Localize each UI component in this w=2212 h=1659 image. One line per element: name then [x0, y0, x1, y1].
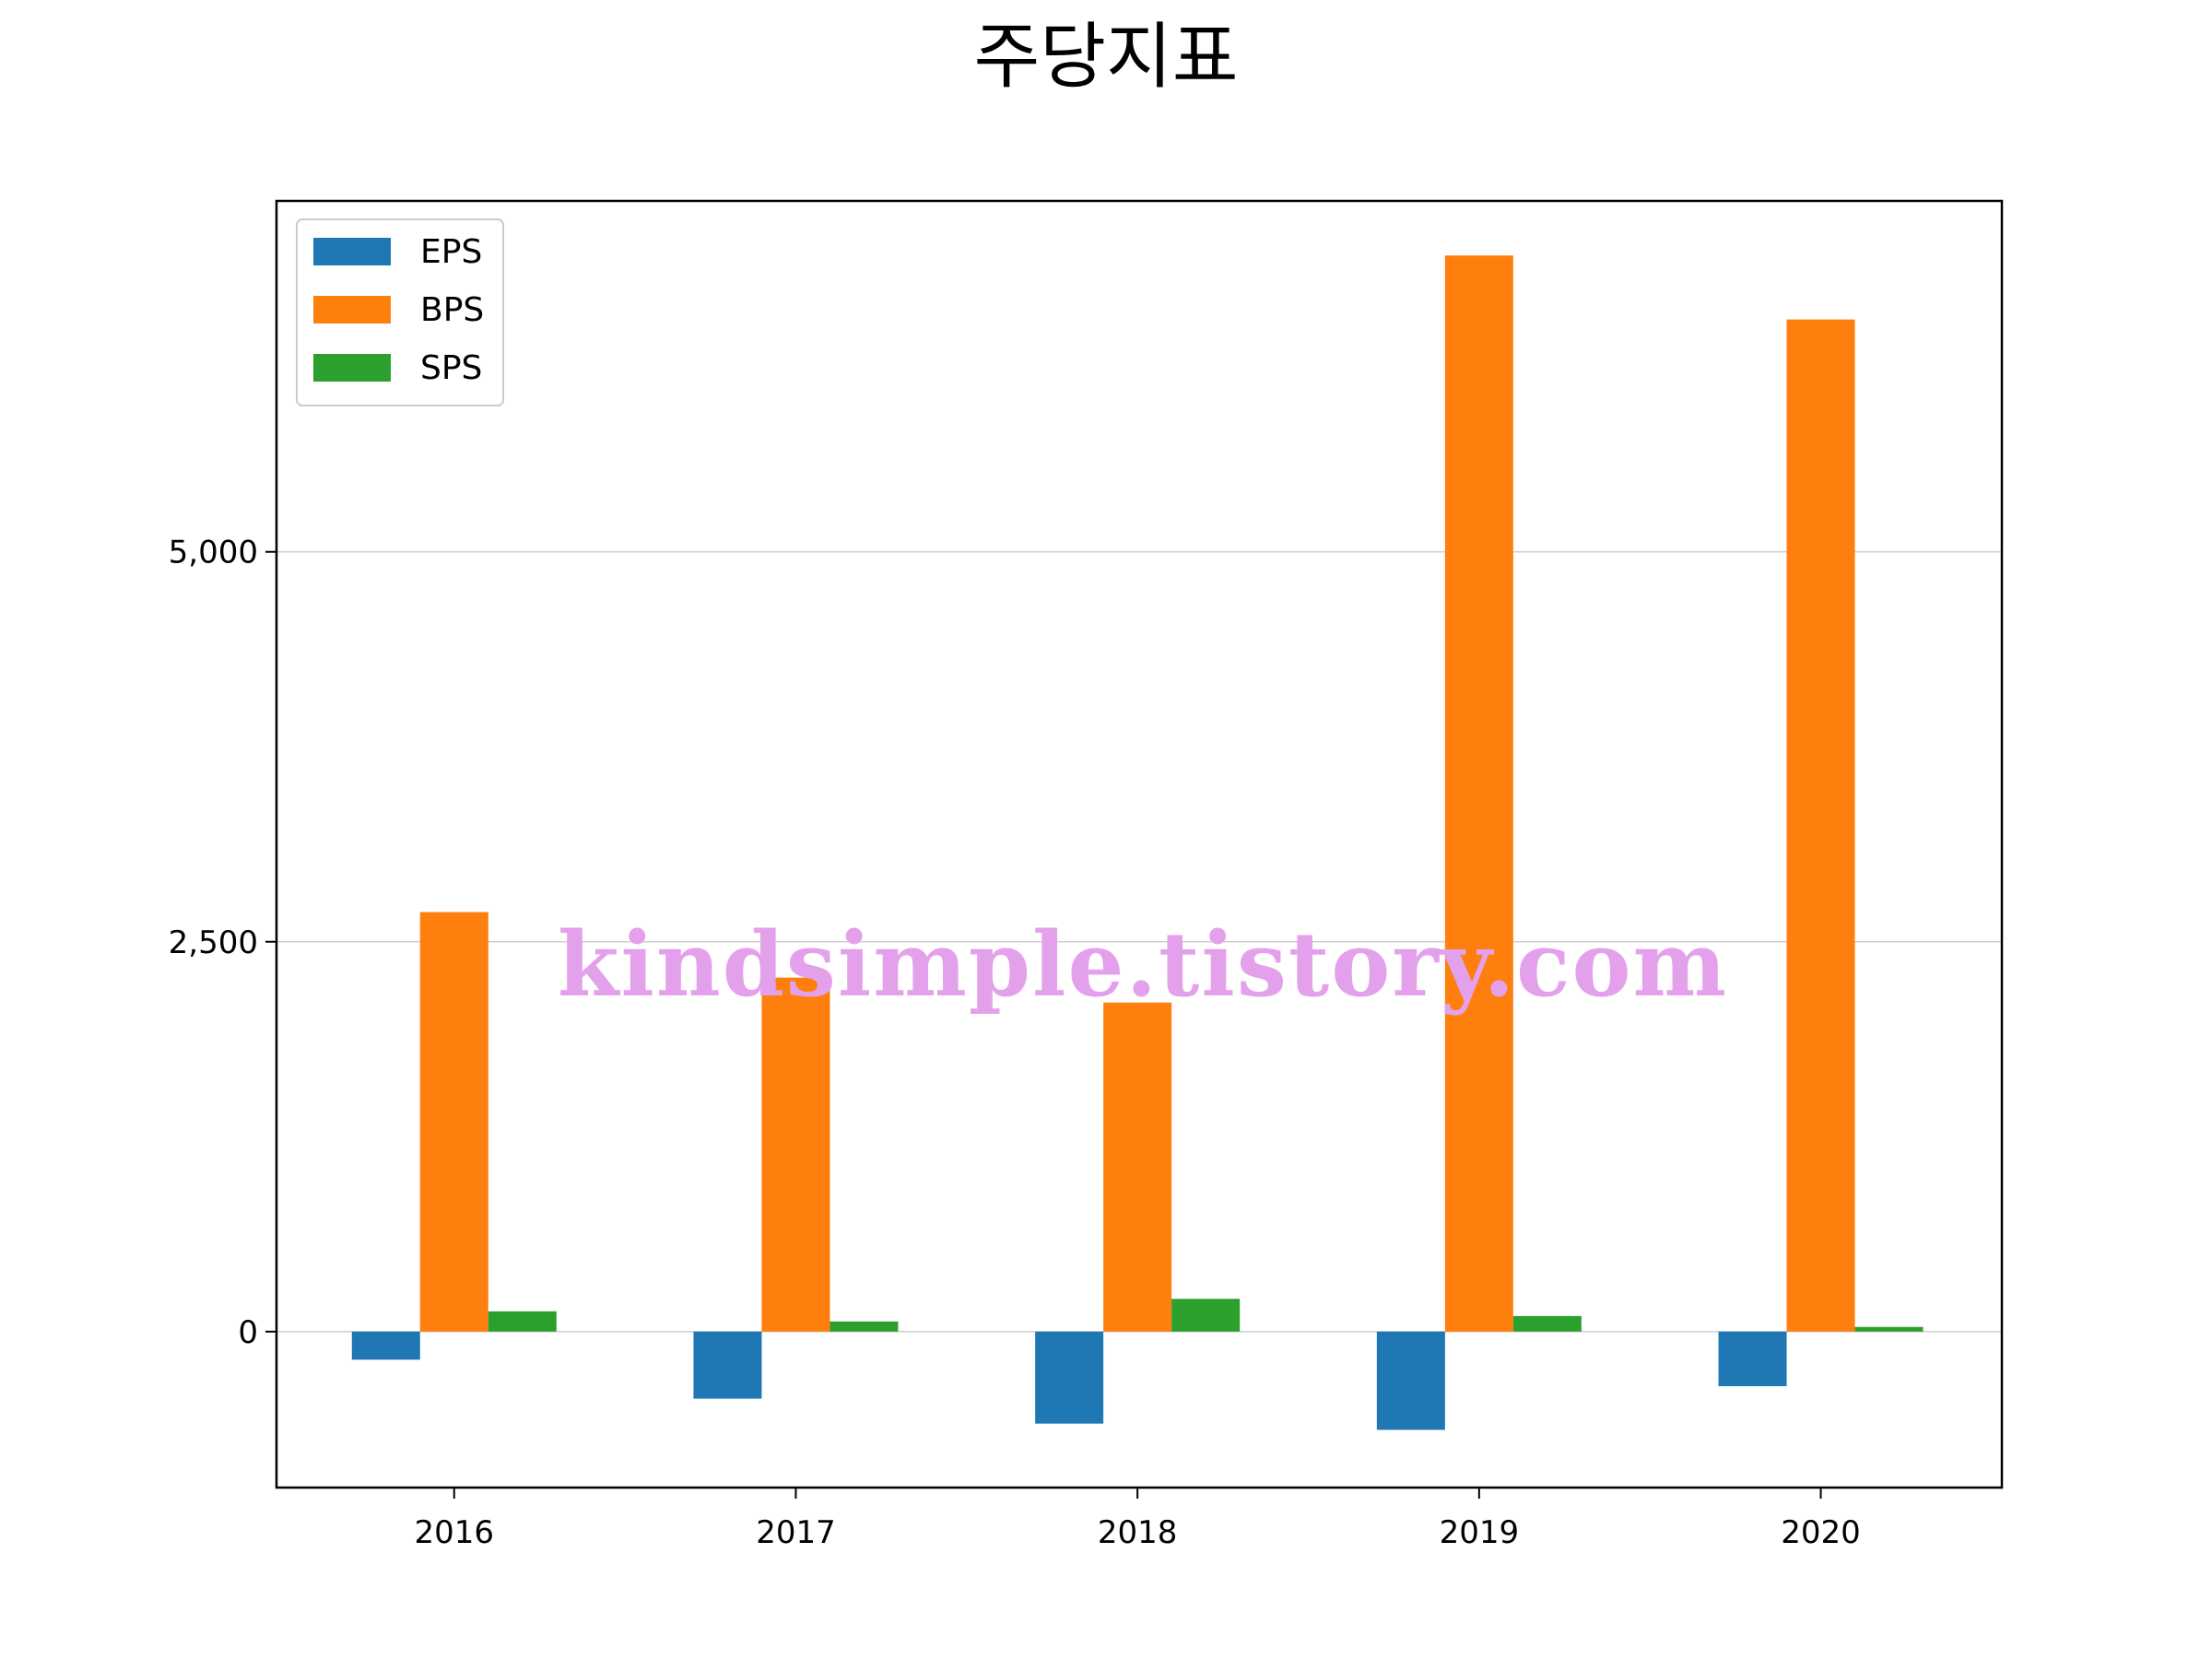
legend: EPS BPS SPS [296, 218, 504, 406]
legend-swatch-bps [313, 296, 391, 324]
x-tick-label: 2019 [1440, 1514, 1520, 1551]
x-tick-label: 2018 [1098, 1514, 1178, 1551]
watermark-text: kindsimple.tistory.com [558, 912, 1728, 1017]
bar-sps-2018 [1171, 1299, 1241, 1332]
x-tick-label: 2017 [756, 1514, 836, 1551]
legend-swatch-eps [313, 238, 391, 265]
chart-title: 주당지표 [973, 16, 1238, 99]
x-axis: 2016 2017 2018 2019 2020 [414, 1488, 1861, 1551]
bar-bps-2018 [1103, 1002, 1172, 1332]
bar-sps-2019 [1512, 1315, 1582, 1332]
bar-bps-2020 [1786, 319, 1855, 1332]
y-axis: 0 2,500 5,000 [169, 535, 276, 1351]
legend-label-bps: BPS [420, 291, 484, 329]
legend-swatch-sps [313, 354, 391, 382]
y-tick-label: 2,500 [169, 924, 258, 961]
y-tick-label: 5,000 [169, 535, 258, 571]
bar-eps-2016 [351, 1331, 420, 1360]
y-tick-label: 0 [238, 1314, 258, 1351]
bar-eps-2019 [1376, 1331, 1445, 1430]
legend-label-sps: SPS [420, 349, 482, 387]
bar-sps-2016 [488, 1311, 557, 1332]
bar-eps-2020 [1718, 1331, 1787, 1387]
plot-frame [275, 199, 2004, 1489]
bar-eps-2018 [1035, 1331, 1104, 1424]
legend-label-eps: EPS [420, 233, 482, 271]
bars [351, 255, 1924, 1430]
x-tick-label: 2016 [414, 1514, 494, 1551]
bar-sps-2020 [1854, 1326, 1924, 1332]
bar-bps-2017 [761, 977, 830, 1332]
bar-sps-2017 [830, 1321, 899, 1332]
bar-bps-2019 [1444, 255, 1513, 1332]
x-tick-label: 2020 [1781, 1514, 1861, 1551]
bar-eps-2017 [693, 1331, 762, 1399]
bar-bps-2016 [419, 912, 488, 1332]
